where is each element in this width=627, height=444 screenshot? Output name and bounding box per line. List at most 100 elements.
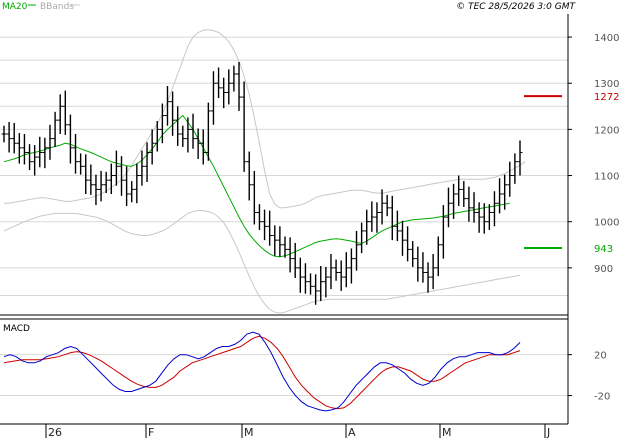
price-bar: [394, 210, 400, 242]
price-bar: [440, 205, 446, 259]
price-bar: [507, 161, 513, 197]
price-bar: [83, 154, 89, 194]
price-bar: [297, 257, 303, 293]
price-bar: [185, 117, 191, 153]
price-bar: [251, 170, 257, 225]
price-bar: [287, 237, 293, 273]
price-bar: [461, 181, 467, 207]
price-bar: [1, 125, 7, 143]
price-bar: [67, 114, 73, 164]
macd-y-tick-label: 20: [594, 351, 607, 362]
price-y-tick-label: 1100: [594, 172, 619, 183]
price-bar: [93, 174, 99, 206]
price-bar: [221, 77, 227, 109]
price-bar: [205, 102, 211, 161]
price-bar: [200, 129, 206, 165]
price-bar: [435, 236, 441, 277]
price-bar: [246, 151, 252, 201]
price-bar: [272, 225, 278, 256]
price-bar: [292, 242, 298, 278]
x-tick-label: A: [348, 426, 356, 439]
x-tick-label: M: [244, 426, 254, 439]
price-y-tick-label: 1000: [594, 218, 619, 229]
price-bar: [21, 134, 27, 165]
price-bar: [410, 241, 416, 267]
price-bar: [231, 65, 237, 92]
price-bar: [144, 142, 150, 182]
price-bar: [262, 209, 268, 241]
macd-title: MACD: [3, 324, 30, 334]
price-bar: [277, 226, 283, 257]
price-bar: [313, 274, 319, 305]
price-bar: [98, 170, 104, 202]
price-bar: [47, 124, 53, 160]
price-bar: [88, 164, 94, 195]
legend-bbands: BBands: [40, 2, 74, 12]
price-bar: [52, 111, 58, 147]
macd-signal-line: [3, 335, 521, 410]
price-bar: [129, 181, 135, 203]
price-bar: [497, 178, 503, 214]
price-bar: [486, 204, 492, 230]
support-level-label: 943: [594, 244, 613, 255]
price-bar: [512, 153, 518, 184]
price-bar: [113, 150, 119, 186]
price-bar: [343, 252, 349, 288]
price-bar: [124, 166, 130, 206]
price-bar: [384, 194, 390, 217]
price-y-tick-label: 1200: [594, 125, 619, 136]
price-bar: [445, 187, 451, 228]
macd-line: [3, 331, 521, 412]
price-bar: [328, 254, 334, 290]
price-bar: [451, 183, 457, 219]
price-bar: [374, 202, 380, 233]
price-bar: [139, 150, 145, 186]
price-bar: [338, 260, 344, 291]
price-bar: [16, 133, 22, 164]
legend-ma20: MA20: [2, 2, 28, 12]
x-tick-label: F: [148, 426, 154, 439]
price-bar: [430, 254, 436, 290]
price-bar: [502, 174, 508, 210]
price-bar: [170, 91, 176, 136]
price-y-tick-label: 1300: [594, 79, 619, 90]
price-bar: [73, 134, 79, 174]
x-tick-label: J: [546, 426, 550, 439]
price-bar: [6, 122, 12, 153]
price-bar: [256, 204, 262, 230]
price-levels: [524, 95, 562, 249]
price-bar: [364, 209, 370, 245]
price-bar: [210, 71, 216, 125]
price-bar: [103, 171, 109, 194]
price-bar: [348, 248, 354, 284]
macd-y-tick-label: -20: [594, 392, 610, 403]
price-y-tick-label: 900: [594, 264, 613, 275]
price-grid: [0, 36, 568, 297]
bband-upper-line: [4, 29, 526, 209]
price-bar: [267, 210, 273, 246]
bband-lower-line: [3, 210, 521, 314]
price-bar: [226, 69, 232, 105]
price-bar: [420, 252, 426, 283]
ma20-line: [3, 114, 510, 258]
price-bar: [282, 236, 288, 258]
price-bar: [236, 62, 242, 111]
price-bar: [359, 222, 365, 254]
price-bar: [405, 226, 411, 262]
price-bars: [1, 62, 523, 305]
price-bar: [32, 145, 38, 176]
price-bar: [119, 156, 125, 196]
price-bar: [190, 113, 196, 149]
price-bar: [216, 67, 222, 98]
price-bar: [37, 136, 43, 168]
price-bar: [302, 263, 308, 294]
price-bar: [308, 273, 314, 295]
price-bar: [11, 122, 17, 154]
copyright-text: © TEC 28/5/2026 3:0 GMT: [456, 2, 576, 12]
price-bar: [415, 246, 421, 282]
price-bar: [27, 144, 33, 170]
price-y-tick-label: 1400: [594, 33, 619, 44]
price-bar: [389, 195, 395, 241]
price-bar: [369, 201, 375, 232]
